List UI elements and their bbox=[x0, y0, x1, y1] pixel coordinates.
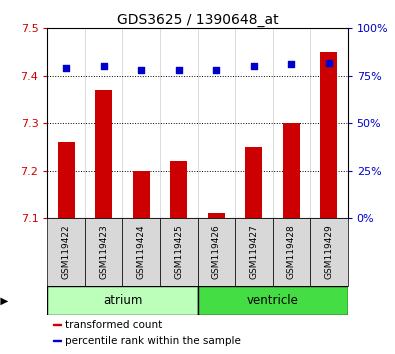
Point bbox=[251, 63, 257, 69]
Bar bbox=[95, 90, 112, 218]
Text: GSM119427: GSM119427 bbox=[249, 224, 258, 279]
Text: GSM119422: GSM119422 bbox=[62, 225, 71, 279]
Point bbox=[63, 65, 70, 71]
Text: atrium: atrium bbox=[103, 294, 142, 307]
Point bbox=[288, 62, 295, 67]
Text: transformed count: transformed count bbox=[65, 320, 162, 330]
Bar bbox=[53, 340, 60, 341]
Bar bbox=[170, 161, 187, 218]
Text: tissue ▶: tissue ▶ bbox=[0, 296, 8, 306]
Bar bbox=[58, 142, 75, 218]
Point bbox=[175, 67, 182, 73]
Text: GSM119428: GSM119428 bbox=[287, 224, 296, 279]
Text: percentile rank within the sample: percentile rank within the sample bbox=[65, 336, 241, 346]
Bar bbox=[310, 218, 348, 286]
Text: GSM119423: GSM119423 bbox=[99, 224, 108, 279]
Bar bbox=[198, 218, 235, 286]
Point bbox=[213, 67, 220, 73]
Bar bbox=[208, 213, 225, 218]
Point bbox=[138, 67, 145, 73]
Bar bbox=[283, 123, 300, 218]
Bar bbox=[273, 218, 310, 286]
Bar bbox=[53, 324, 60, 325]
Bar bbox=[85, 218, 122, 286]
Bar bbox=[122, 218, 160, 286]
Text: GSM119424: GSM119424 bbox=[137, 225, 146, 279]
Text: GSM119426: GSM119426 bbox=[212, 224, 221, 279]
Title: GDS3625 / 1390648_at: GDS3625 / 1390648_at bbox=[117, 13, 278, 27]
Bar bbox=[133, 171, 150, 218]
Text: GSM119429: GSM119429 bbox=[324, 224, 333, 279]
Bar bbox=[47, 218, 85, 286]
Point bbox=[326, 60, 332, 65]
Point bbox=[100, 63, 107, 69]
Bar bbox=[245, 147, 262, 218]
Text: GSM119425: GSM119425 bbox=[174, 224, 183, 279]
Text: ventricle: ventricle bbox=[246, 294, 299, 307]
Bar bbox=[235, 218, 273, 286]
Bar bbox=[160, 218, 198, 286]
Bar bbox=[198, 286, 348, 315]
Bar bbox=[320, 52, 337, 218]
Bar bbox=[47, 286, 198, 315]
